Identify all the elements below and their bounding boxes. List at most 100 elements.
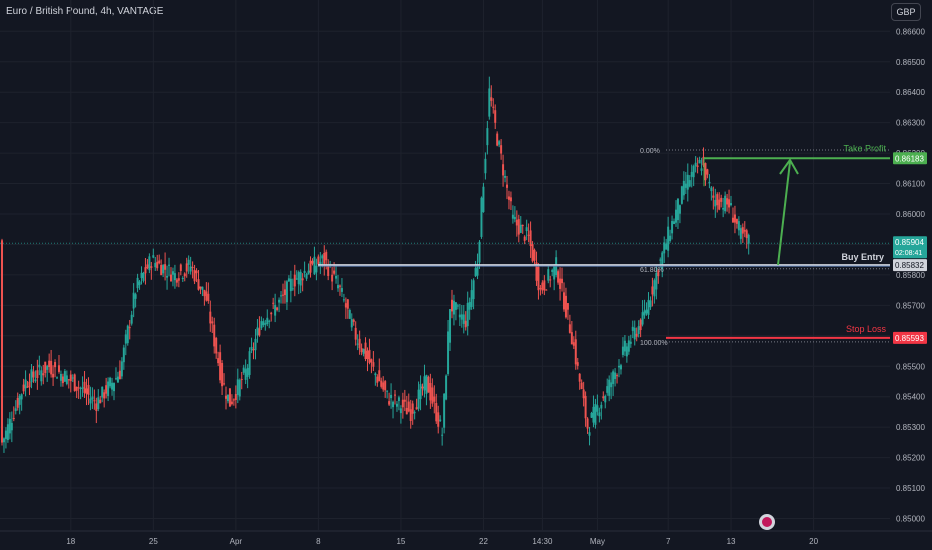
y-tick-label: 0.86500	[896, 58, 925, 67]
candle-body	[539, 288, 542, 290]
candle-body	[122, 347, 125, 363]
x-tick-label: Apr	[230, 537, 243, 546]
candle-body	[164, 264, 167, 270]
candle-body	[502, 164, 505, 176]
candle-body	[598, 412, 601, 417]
candle-body	[321, 255, 324, 259]
candle-body	[631, 326, 634, 331]
fib-level-label: 100.00%	[640, 340, 668, 347]
candle-body	[653, 280, 656, 297]
candle-body	[171, 271, 174, 275]
candle-body	[325, 251, 328, 261]
y-tick-label: 0.85100	[896, 484, 925, 493]
candle-body	[266, 317, 269, 324]
candle-body	[437, 412, 440, 427]
candle-body	[450, 299, 453, 312]
candle-body	[623, 340, 626, 352]
candle-body	[445, 375, 448, 400]
candle-body	[181, 277, 184, 279]
candle-body	[63, 371, 66, 382]
candle-body	[511, 214, 514, 219]
candle-body	[342, 299, 345, 301]
candle-body	[635, 333, 638, 337]
candle-body	[527, 234, 530, 236]
candle-body	[537, 266, 540, 291]
candle-body	[661, 252, 664, 269]
candle-body	[397, 397, 400, 402]
candle-body	[504, 175, 507, 178]
candle-body	[201, 286, 204, 290]
candle-body	[564, 295, 567, 318]
candle-body	[126, 325, 129, 344]
candle-body	[604, 395, 607, 403]
currency-button[interactable]: GBP	[891, 3, 921, 21]
x-tick-label: 13	[727, 537, 736, 546]
candle-body	[344, 303, 347, 308]
candle-body	[747, 234, 750, 244]
candle-body	[156, 261, 159, 269]
candle-body	[549, 279, 552, 281]
candle-body	[745, 230, 748, 239]
candle-body	[128, 327, 131, 329]
candle-body	[91, 396, 94, 400]
candle-body	[234, 394, 237, 400]
candle-body	[559, 278, 562, 289]
candle-body	[193, 270, 196, 282]
candle-body	[346, 299, 349, 309]
candle-body	[333, 270, 336, 274]
y-tick-label: 0.85800	[896, 271, 925, 280]
candle-body	[590, 412, 593, 418]
candle-body	[87, 384, 90, 395]
candle-body	[496, 133, 499, 146]
candle-body	[458, 314, 461, 318]
candle-body	[350, 319, 353, 328]
candle-body	[272, 302, 275, 304]
candle-body	[187, 259, 190, 265]
current-countdown-badge: 02:08:41	[895, 250, 922, 257]
candle-body	[429, 383, 432, 401]
candle-body	[268, 320, 271, 322]
candle-body	[291, 288, 294, 290]
candle-body	[348, 310, 351, 319]
candle-body	[403, 399, 406, 402]
candle-body	[352, 319, 355, 322]
candle-body	[452, 300, 455, 315]
candle-body	[435, 402, 438, 422]
candle-body	[162, 265, 165, 274]
y-tick-label: 0.86400	[896, 88, 925, 97]
candle-body	[388, 401, 391, 405]
candle-body	[568, 324, 571, 333]
candle-body	[195, 270, 198, 274]
candle-body	[40, 370, 43, 382]
candle-body	[384, 381, 387, 391]
candle-body	[179, 264, 182, 271]
candle-body	[20, 394, 23, 400]
candle-body	[362, 348, 365, 354]
candle-body	[676, 198, 679, 221]
candle-body	[726, 198, 729, 205]
candle-body	[667, 226, 670, 251]
candle-body	[692, 166, 695, 178]
candle-body	[79, 388, 82, 390]
candle-body	[722, 208, 725, 210]
candle-body	[71, 377, 74, 379]
candle-body	[584, 395, 587, 419]
candle-body	[472, 280, 475, 300]
candle-body	[146, 264, 149, 269]
candle-body	[374, 373, 377, 376]
candle-body	[519, 224, 522, 233]
candle-body	[401, 399, 404, 408]
candle-body	[411, 403, 414, 414]
y-tick-label: 0.85300	[896, 423, 925, 432]
candle-body	[287, 278, 290, 282]
candle-body	[405, 407, 408, 415]
candle-body	[36, 370, 39, 379]
candle-body	[73, 374, 76, 391]
candle-body	[274, 304, 277, 316]
tradingview-logo-icon[interactable]	[759, 514, 775, 530]
candle-body	[521, 224, 524, 227]
candle-body	[93, 400, 96, 402]
candle-body	[303, 270, 306, 274]
x-tick-label: 22	[479, 537, 488, 546]
